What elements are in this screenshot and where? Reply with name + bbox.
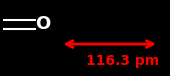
Text: O: O [35, 15, 50, 33]
Text: 116.3 pm: 116.3 pm [86, 54, 159, 68]
